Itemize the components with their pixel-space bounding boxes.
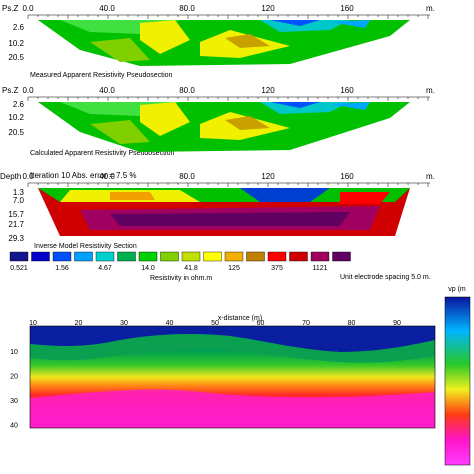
x-tick-label: 80 bbox=[348, 320, 356, 327]
legend-swatch bbox=[181, 251, 201, 262]
x-tick-label: 40.0 bbox=[99, 4, 115, 13]
legend-label: 375 bbox=[271, 265, 283, 272]
depth-label: Ps.Z bbox=[2, 4, 19, 13]
x-tick-label: 50 bbox=[211, 320, 219, 327]
depth-tick-label: 2.6 bbox=[13, 23, 25, 32]
x-tick-label: 70 bbox=[302, 320, 310, 327]
depth-tick-label: 10.2 bbox=[8, 39, 24, 48]
legend-swatch bbox=[117, 251, 136, 262]
x-tick-label: 120 bbox=[261, 4, 275, 13]
legend-label: 125 bbox=[228, 265, 240, 272]
legend-swatch bbox=[74, 251, 93, 262]
section-zone bbox=[270, 20, 320, 26]
panel-header: Iteration 10 Abs. error = 7.5 % bbox=[30, 171, 137, 180]
legend-swatch bbox=[203, 251, 222, 262]
tomogram-frame bbox=[29, 325, 436, 429]
legend-swatch bbox=[224, 251, 244, 262]
legend-swatch bbox=[9, 251, 29, 262]
x-tick-label: 80.0 bbox=[179, 4, 195, 13]
legend-swatch bbox=[52, 251, 72, 262]
y-tick-label: 20 bbox=[10, 373, 18, 380]
x-tick-label: 160 bbox=[340, 86, 354, 95]
legend-label: 14.0 bbox=[141, 265, 155, 272]
section-zone bbox=[225, 34, 270, 48]
legend-swatch bbox=[138, 251, 158, 262]
depth-tick-label: 10.2 bbox=[8, 113, 24, 122]
x-unit: m. bbox=[426, 86, 435, 95]
legend-swatch bbox=[95, 251, 115, 262]
x-tick-label: 120 bbox=[261, 86, 275, 95]
x-tick-label: 40 bbox=[166, 320, 174, 327]
x-tick-label: 20 bbox=[75, 320, 83, 327]
x-unit: m. bbox=[426, 172, 435, 181]
y-tick-label: 30 bbox=[10, 398, 18, 405]
x-tick-label: 40.0 bbox=[99, 86, 115, 95]
section-zone bbox=[110, 212, 350, 226]
section-zone bbox=[330, 20, 370, 28]
section-zone bbox=[225, 116, 270, 130]
section-zone bbox=[110, 192, 155, 200]
x-tick-label: 160 bbox=[340, 4, 354, 13]
depth-tick-label: 2.6 bbox=[13, 100, 25, 109]
legend-label: 1121 bbox=[312, 265, 327, 272]
legend-swatch bbox=[289, 251, 308, 262]
x-unit: m. bbox=[426, 4, 435, 13]
depth-tick-label: 7.0 bbox=[13, 196, 25, 205]
section-zone bbox=[240, 188, 330, 202]
caption: Inverse Model Resistivity Section bbox=[34, 243, 137, 250]
colorbar bbox=[444, 296, 471, 466]
x-tick-label: 0.0 bbox=[22, 86, 34, 95]
legend-swatch bbox=[31, 251, 50, 262]
section-zone bbox=[140, 102, 190, 136]
section-zone bbox=[90, 38, 150, 62]
legend-title: Resistivity in ohm.m bbox=[150, 275, 212, 282]
tomogram-layer bbox=[30, 334, 435, 363]
tomogram-layer bbox=[30, 389, 435, 428]
y-tick-label: 40 bbox=[10, 422, 18, 429]
section-zone bbox=[340, 192, 390, 204]
section-zone bbox=[260, 102, 350, 114]
tomogram-layer bbox=[30, 326, 435, 352]
caption: Measured Apparent Resistivity Pseudosect… bbox=[30, 72, 173, 79]
x-tick-label: 0.0 bbox=[22, 4, 34, 13]
depth-tick-label: 21.7 bbox=[8, 220, 24, 229]
legend-label: 1.56 bbox=[55, 265, 69, 272]
depth-tick-label: 29.3 bbox=[8, 234, 24, 243]
x-tick-label: 40.0 bbox=[99, 172, 115, 181]
x-tick-label: 80.0 bbox=[179, 172, 195, 181]
legend-label: 41.8 bbox=[184, 265, 198, 272]
depth-label: Depth bbox=[0, 172, 21, 181]
x-tick-label: 90 bbox=[393, 320, 401, 327]
x-title: x-distance (m) bbox=[218, 315, 262, 322]
depth-tick-label: 1.3 bbox=[13, 188, 25, 197]
legend-swatch bbox=[310, 251, 330, 262]
x-tick-label: 0.0 bbox=[22, 172, 34, 181]
depth-tick-label: 15.7 bbox=[8, 210, 24, 219]
depth-tick-label: 20.5 bbox=[8, 128, 24, 137]
x-tick-label: 160 bbox=[340, 172, 354, 181]
section-zone bbox=[90, 120, 150, 144]
caption: Calculated Apparent Resistivity Pseudose… bbox=[30, 150, 174, 157]
colorbar-label: vp (m bbox=[448, 286, 466, 293]
x-tick-label: 60 bbox=[257, 320, 265, 327]
x-tick-label: 80.0 bbox=[179, 86, 195, 95]
legend-label: 0.521 bbox=[10, 265, 28, 272]
legend-swatch bbox=[332, 251, 351, 262]
depth-label: Ps.Z bbox=[2, 86, 19, 95]
x-tick-label: 120 bbox=[261, 172, 275, 181]
legend-swatch bbox=[246, 251, 265, 262]
legend-swatch bbox=[160, 251, 179, 262]
section-zone bbox=[140, 20, 190, 54]
section-zone bbox=[260, 20, 350, 32]
legend-note: Unit electrode spacing 5.0 m. bbox=[340, 274, 431, 281]
legend-swatch bbox=[267, 251, 287, 262]
x-tick-label: 30 bbox=[120, 320, 128, 327]
section-zone bbox=[270, 102, 320, 108]
section-zone bbox=[330, 102, 370, 110]
y-tick-label: 10 bbox=[10, 349, 18, 356]
legend-label: 4.67 bbox=[98, 265, 112, 272]
depth-tick-label: 20.5 bbox=[8, 53, 24, 62]
x-tick-label: 10 bbox=[29, 320, 37, 327]
